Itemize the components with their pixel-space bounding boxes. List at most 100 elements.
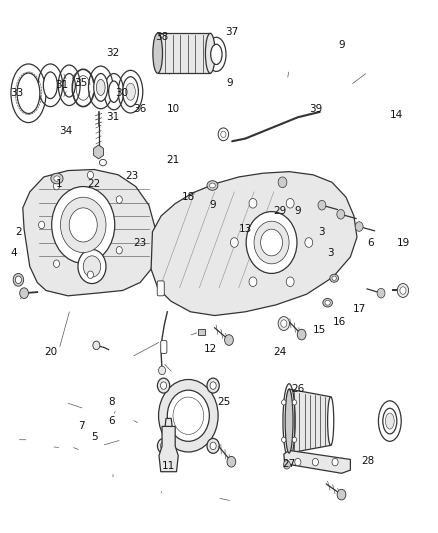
Circle shape xyxy=(207,439,219,454)
Ellipse shape xyxy=(209,183,215,188)
Circle shape xyxy=(332,458,338,466)
Text: 15: 15 xyxy=(313,326,326,335)
Text: 18: 18 xyxy=(182,192,195,202)
Ellipse shape xyxy=(123,77,138,107)
Ellipse shape xyxy=(205,33,215,74)
Text: 8: 8 xyxy=(108,398,115,407)
Ellipse shape xyxy=(126,83,135,100)
Circle shape xyxy=(283,461,290,469)
Ellipse shape xyxy=(109,81,119,102)
Text: 3: 3 xyxy=(318,227,325,237)
Circle shape xyxy=(221,131,226,138)
Polygon shape xyxy=(158,33,210,73)
Text: 9: 9 xyxy=(226,78,233,87)
Circle shape xyxy=(210,442,216,450)
Text: 39: 39 xyxy=(309,104,322,114)
Polygon shape xyxy=(198,329,205,335)
Circle shape xyxy=(225,335,233,345)
Circle shape xyxy=(254,221,289,264)
Polygon shape xyxy=(284,450,350,473)
Circle shape xyxy=(292,400,297,405)
Text: 29: 29 xyxy=(274,206,287,215)
Text: 1: 1 xyxy=(56,179,63,189)
Circle shape xyxy=(282,400,286,405)
Circle shape xyxy=(13,273,24,286)
Circle shape xyxy=(337,489,346,500)
Ellipse shape xyxy=(211,44,222,64)
Circle shape xyxy=(230,238,238,247)
Circle shape xyxy=(87,271,93,279)
Text: 9: 9 xyxy=(338,41,345,50)
Circle shape xyxy=(69,208,97,242)
Circle shape xyxy=(52,187,115,263)
Text: 31: 31 xyxy=(106,112,120,122)
Text: 36: 36 xyxy=(134,104,147,114)
Text: 30: 30 xyxy=(115,88,128,98)
Text: 19: 19 xyxy=(396,238,410,247)
Circle shape xyxy=(249,277,257,287)
Ellipse shape xyxy=(43,72,57,99)
Text: 7: 7 xyxy=(78,422,85,431)
Text: 13: 13 xyxy=(239,224,252,234)
Circle shape xyxy=(116,196,122,204)
Circle shape xyxy=(292,437,297,442)
Text: 14: 14 xyxy=(390,110,403,119)
Ellipse shape xyxy=(323,298,332,307)
Text: 11: 11 xyxy=(162,462,175,471)
Circle shape xyxy=(159,379,218,452)
Polygon shape xyxy=(94,145,103,159)
Circle shape xyxy=(210,382,216,389)
Circle shape xyxy=(160,442,166,450)
Text: 10: 10 xyxy=(166,104,180,114)
Text: 6: 6 xyxy=(108,416,115,426)
Circle shape xyxy=(93,341,100,350)
Circle shape xyxy=(157,378,170,393)
Ellipse shape xyxy=(17,73,40,114)
Circle shape xyxy=(53,260,60,268)
Text: 22: 22 xyxy=(88,179,101,189)
Text: 26: 26 xyxy=(291,384,304,394)
Circle shape xyxy=(297,329,306,340)
Polygon shape xyxy=(289,389,331,453)
Text: 12: 12 xyxy=(204,344,217,354)
Circle shape xyxy=(167,390,209,441)
Ellipse shape xyxy=(54,176,60,181)
Circle shape xyxy=(249,198,257,208)
Circle shape xyxy=(377,288,385,298)
Circle shape xyxy=(39,221,45,229)
Circle shape xyxy=(160,382,166,389)
Polygon shape xyxy=(165,418,172,426)
Ellipse shape xyxy=(207,181,218,190)
Text: 35: 35 xyxy=(74,78,88,87)
Ellipse shape xyxy=(385,413,394,429)
Text: 9: 9 xyxy=(209,200,216,210)
Text: 37: 37 xyxy=(226,27,239,37)
Circle shape xyxy=(278,177,287,188)
Text: 23: 23 xyxy=(125,171,138,181)
Circle shape xyxy=(337,209,345,219)
Text: 38: 38 xyxy=(155,33,169,42)
Circle shape xyxy=(15,276,21,284)
Polygon shape xyxy=(151,172,357,316)
Circle shape xyxy=(281,320,287,327)
Text: 16: 16 xyxy=(333,318,346,327)
Text: 20: 20 xyxy=(44,347,57,357)
Circle shape xyxy=(286,198,294,208)
Ellipse shape xyxy=(328,397,334,446)
Circle shape xyxy=(157,439,170,454)
Ellipse shape xyxy=(285,389,293,453)
Ellipse shape xyxy=(94,74,108,101)
Polygon shape xyxy=(159,426,178,472)
Circle shape xyxy=(53,182,60,190)
Ellipse shape xyxy=(383,408,397,434)
Text: 23: 23 xyxy=(134,238,147,247)
Text: 28: 28 xyxy=(361,456,374,466)
FancyBboxPatch shape xyxy=(161,341,167,353)
Ellipse shape xyxy=(332,276,336,280)
Text: 5: 5 xyxy=(91,432,98,442)
Circle shape xyxy=(318,200,326,210)
Text: 25: 25 xyxy=(217,398,230,407)
Circle shape xyxy=(261,229,283,256)
FancyBboxPatch shape xyxy=(157,281,164,296)
Text: 31: 31 xyxy=(55,80,68,90)
